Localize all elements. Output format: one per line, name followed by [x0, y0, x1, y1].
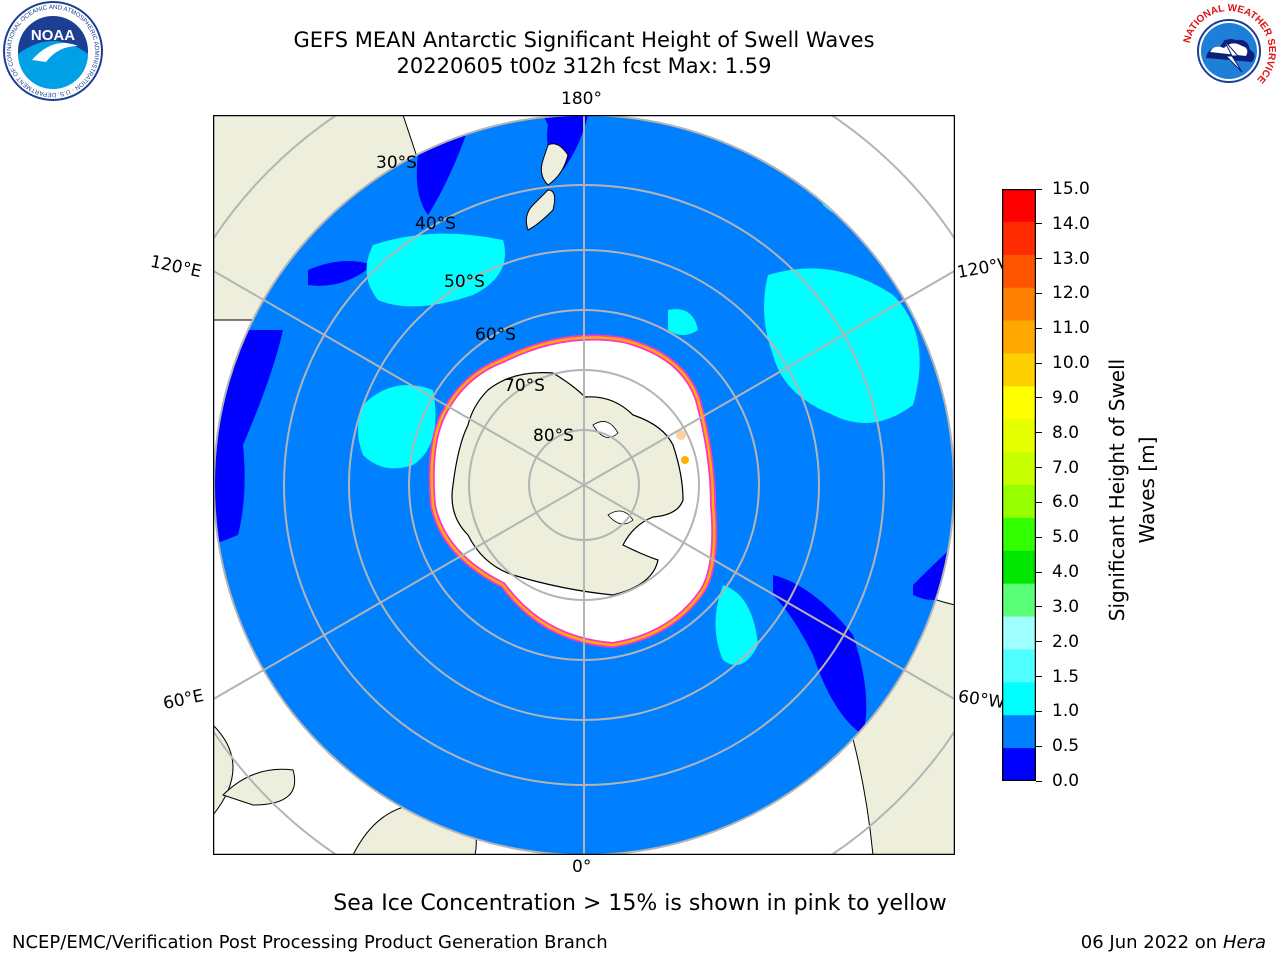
nws-logo: NATIONAL WEATHER SERVICE [1180, 2, 1278, 100]
lat-label-50s: 50°S [444, 272, 485, 292]
colorbar-tick-mark [1036, 676, 1042, 678]
colorbar-tick-label: 4.0 [1052, 562, 1080, 583]
colorbar-tick-mark [1036, 571, 1042, 573]
colorbar-bin [1002, 386, 1036, 420]
lon-label-120e: 120°E [148, 251, 204, 283]
colorbar-tick-label: 14.0 [1052, 213, 1090, 234]
colorbar-tick-label: 3.0 [1052, 596, 1080, 617]
noaa-logo-text: NOAA [31, 27, 75, 44]
chart-subtitle: 20220605 t00z 312h fcst Max: 1.59 [396, 54, 772, 78]
colorbar-tick-label: 13.0 [1052, 248, 1090, 269]
colorbar-bin [1002, 221, 1036, 256]
colorbar-label: Significant Height of Swell Waves [m] [1102, 310, 1162, 670]
colorbar-bin [1002, 583, 1036, 618]
colorbar-tick-label: 10.0 [1052, 353, 1090, 374]
colorbar-tick-label: 7.0 [1052, 457, 1080, 478]
colorbar-tick-mark [1036, 258, 1042, 260]
lat-label-60s: 60°S [475, 325, 516, 345]
colorbar-tick-mark [1036, 501, 1042, 503]
colorbar-bin [1002, 287, 1036, 322]
colorbar-tick-label: 15.0 [1052, 179, 1090, 199]
colorbar-tick-mark [1036, 745, 1042, 747]
lat-label-70s: 70°S [504, 376, 545, 396]
colorbar-bin [1002, 320, 1036, 354]
colorbar-tick-mark [1036, 327, 1042, 329]
lon-label-60w: 60°W [956, 686, 1007, 714]
colorbar-tick-mark [1036, 467, 1042, 469]
colorbar-tick-label: 5.0 [1052, 527, 1080, 548]
polar-map [213, 115, 955, 855]
lat-label-40s: 40°S [415, 214, 456, 234]
date-text: 06 Jun 2022 on Hera [1080, 932, 1266, 953]
colorbar-bin [1002, 419, 1036, 453]
colorbar-label-line2: Waves [m] [1135, 436, 1159, 544]
colorbar-tick-label: 2.0 [1052, 631, 1080, 652]
colorbar-tick-mark [1036, 432, 1042, 434]
colorbar-tick-label: 6.0 [1052, 492, 1080, 513]
colorbar-tick-label: 1.0 [1052, 701, 1080, 722]
lat-label-30s: 30°S [376, 153, 417, 173]
colorbar-tick-mark [1036, 292, 1042, 294]
new-zealand [525, 143, 569, 231]
lon-label-0: 0° [572, 857, 592, 877]
sea-ice-note: Sea Ice Concentration > 15% is shown in … [333, 891, 947, 916]
colorbar-bin [1002, 485, 1036, 519]
colorbar-tick-label: 8.0 [1052, 422, 1080, 443]
lon-label-60e: 60°E [161, 685, 206, 715]
colorbar-tick-mark [1036, 780, 1042, 782]
colorbar-bin [1002, 682, 1036, 716]
colorbar-bin [1002, 517, 1036, 552]
colorbar-tick-label: 0.0 [1052, 771, 1080, 791]
colorbar-tick-mark [1036, 536, 1042, 538]
colorbar-tick-mark [1036, 397, 1042, 399]
colorbar-tick-mark [1036, 641, 1042, 643]
colorbar-bin [1002, 550, 1036, 585]
machine-name: Hera [1222, 932, 1266, 953]
colorbar-tick-mark [1036, 223, 1042, 225]
colorbar-tick-mark [1036, 362, 1042, 364]
colorbar-bin [1002, 254, 1036, 289]
colorbar-bin [1002, 715, 1036, 749]
chart-title: GEFS MEAN Antarctic Significant Height o… [293, 28, 875, 52]
colorbar-bin [1002, 649, 1036, 683]
colorbar-tick-label: 0.5 [1052, 736, 1080, 757]
colorbar-tick-label: 11.0 [1052, 318, 1090, 339]
colorbar-bin [1002, 353, 1036, 387]
colorbar [1002, 189, 1036, 781]
colorbar-tick-mark [1036, 710, 1042, 712]
antarctica [451, 372, 684, 596]
lon-label-180: 180° [561, 89, 602, 109]
colorbar-label-line1: Significant Height of Swell [1105, 358, 1129, 622]
map-frame [213, 115, 955, 855]
credit-text: NCEP/EMC/Verification Post Processing Pr… [12, 932, 608, 953]
colorbar-bin [1002, 189, 1036, 223]
colorbar-bin [1002, 748, 1036, 781]
lat-label-80s: 80°S [533, 426, 574, 446]
colorbar-tick-label: 1.5 [1052, 666, 1080, 687]
colorbar-tick-label: 9.0 [1052, 387, 1080, 408]
colorbar-bin [1002, 616, 1036, 650]
colorbar-tick-label: 12.0 [1052, 283, 1090, 304]
colorbar-tick-mark [1036, 188, 1042, 190]
colorbar-tick-mark [1036, 606, 1042, 608]
colorbar-bin [1002, 452, 1036, 486]
noaa-logo: NATIONAL OCEANIC AND ATMOSPHERIC ADMINIS… [2, 0, 103, 101]
